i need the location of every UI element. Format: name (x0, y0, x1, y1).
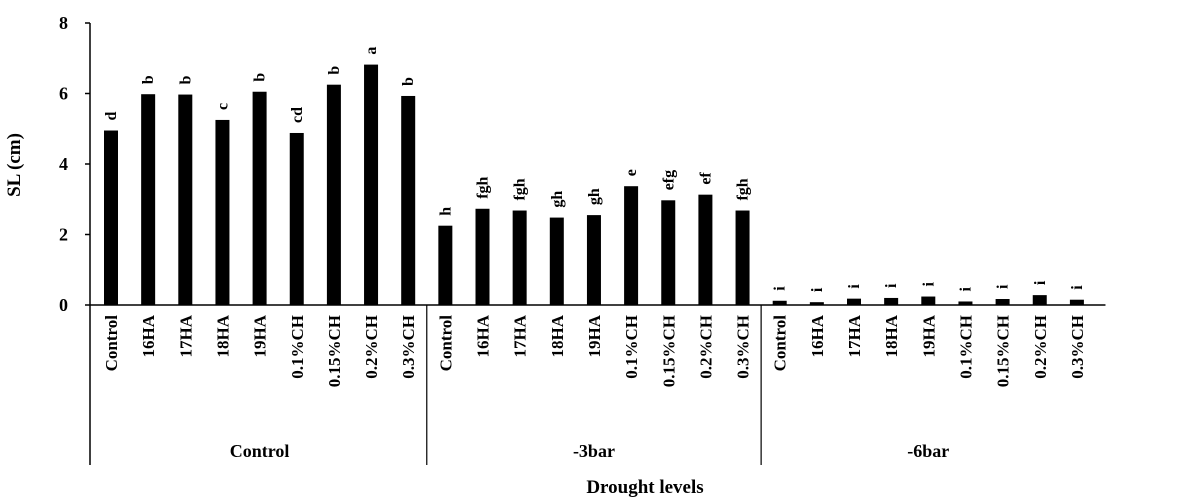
y-tick-label: 6 (59, 84, 68, 104)
bar (512, 210, 527, 305)
bar (809, 302, 824, 305)
bar (921, 296, 936, 305)
x-tick-label: 0.1%CH (956, 315, 975, 379)
x-tick-label: 18HA (882, 314, 901, 357)
bar (252, 91, 267, 305)
significance-letter: i (1069, 285, 1086, 290)
y-tick-label: 8 (59, 13, 68, 33)
bar (884, 297, 899, 305)
significance-letter: i (809, 287, 826, 292)
significance-letter: fgh (512, 178, 529, 200)
significance-letter: c (214, 103, 231, 110)
x-tick-label: 19HA (919, 314, 938, 357)
bar (772, 300, 787, 305)
x-tick-label: 16HA (139, 314, 158, 357)
bar (698, 194, 713, 305)
y-tick-label: 2 (59, 225, 68, 245)
x-tick-label: 0.2%CH (696, 315, 715, 379)
bar (958, 301, 973, 305)
significance-letter: fgh (735, 178, 752, 200)
y-axis-label: SL (cm) (4, 133, 25, 197)
x-tick-label: 0.3%CH (1068, 315, 1087, 379)
x-tick-label: 0.2%CH (1031, 315, 1050, 379)
significance-letter: b (326, 66, 343, 75)
bar (624, 186, 639, 305)
significance-letter: fgh (475, 176, 492, 198)
significance-letter: cd (289, 107, 306, 123)
significance-letter: i (883, 283, 900, 288)
significance-letter: ef (697, 172, 714, 185)
x-tick-label: 0.3%CH (734, 315, 753, 379)
significance-letter: e (623, 169, 640, 176)
significance-letter: gh (549, 191, 566, 208)
bar (438, 225, 453, 305)
bar (549, 217, 564, 305)
x-tick-label: Control (102, 315, 121, 372)
significance-letter: i (995, 284, 1012, 289)
x-tick-label: 18HA (548, 314, 567, 357)
x-axis: Control 16HA 17HA 18HA 19HA 0.1%CH 0.15%CH 0.2%… (90, 304, 1106, 465)
bar (847, 298, 861, 305)
x-tick-label: 0.3%CH (399, 315, 418, 379)
bar (661, 200, 676, 305)
x-tick-label: 17HA (845, 314, 864, 357)
x-tick-label: Control (771, 315, 790, 372)
x-tick-label: 16HA (474, 314, 493, 357)
group-label: -6bar (907, 441, 949, 461)
x-tick-label: Control (436, 315, 455, 372)
y-axis: 0 2 4 6 8 (59, 13, 91, 465)
significance-letter: d (103, 112, 120, 121)
significance-letter: i (846, 284, 863, 289)
bar (401, 95, 416, 305)
x-tick-label: 18HA (213, 314, 232, 357)
bar (995, 299, 1010, 305)
y-tick-label: 0 (59, 295, 68, 315)
bar (364, 64, 379, 305)
significance-letter: b (252, 73, 269, 82)
significance-letter: i (920, 282, 937, 287)
significance-letter: b (400, 77, 417, 86)
x-axis-label: Drought levels (586, 477, 703, 498)
x-tick-label: 17HA (176, 314, 195, 357)
x-tick-label: 0.1%CH (622, 315, 641, 379)
x-tick-label: 17HA (511, 314, 530, 357)
significance-letter: i (1032, 280, 1049, 285)
x-tick-label: 16HA (808, 314, 827, 357)
bar (326, 84, 341, 305)
group-label: -3bar (573, 441, 615, 461)
bar (1069, 299, 1084, 305)
bar (1032, 295, 1047, 305)
bars: d b b c b cd b a b h fgh fgh gh gh e efg ef fgh i i i i i i i i i (103, 47, 1086, 306)
x-tick-label: 0.15%CH (994, 315, 1013, 387)
x-tick-label: 0.15%CH (659, 315, 678, 387)
significance-letter: i (772, 286, 789, 291)
bar (289, 132, 304, 305)
bar (475, 208, 490, 305)
significance-letter: efg (660, 170, 677, 190)
y-tick-label: 4 (59, 154, 68, 174)
x-tick-label: 19HA (585, 314, 604, 357)
bar (178, 94, 193, 306)
significance-letter: h (437, 207, 454, 216)
bar (141, 94, 156, 305)
bar (104, 130, 118, 305)
bar (586, 215, 601, 305)
significance-letter: a (363, 47, 380, 55)
bar (735, 210, 750, 305)
x-tick-label: 0.2%CH (362, 315, 381, 379)
significance-letter: b (177, 76, 194, 85)
significance-letter: b (140, 75, 157, 84)
x-tick-label: 19HA (251, 314, 270, 357)
x-tick-label: 0.1%CH (288, 315, 307, 379)
significance-letter: gh (586, 188, 603, 205)
significance-letter: i (957, 286, 974, 291)
bar (215, 119, 230, 305)
x-tick-label: 0.15%CH (325, 315, 344, 387)
group-label: Control (230, 441, 290, 461)
